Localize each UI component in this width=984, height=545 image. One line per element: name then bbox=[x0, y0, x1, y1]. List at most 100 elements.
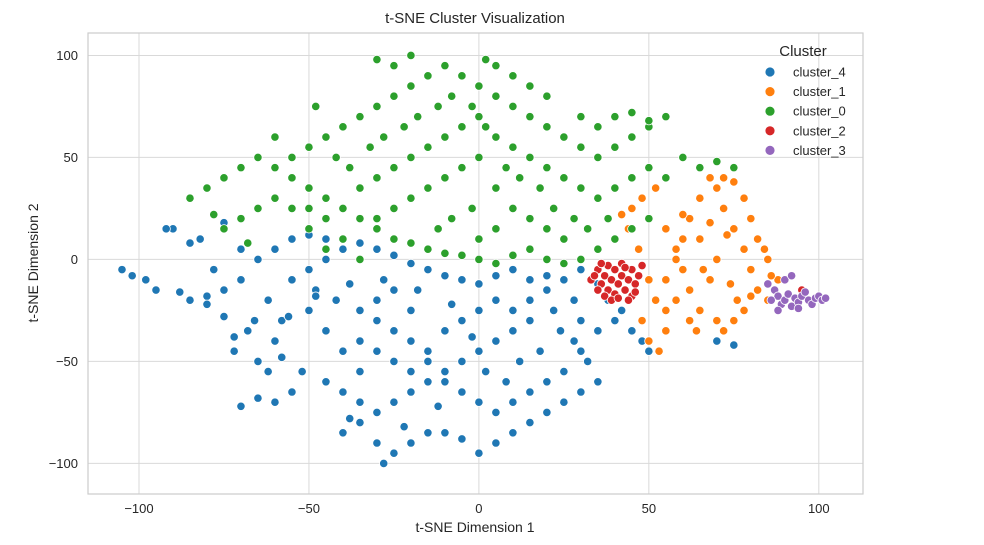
data-point bbox=[423, 377, 433, 387]
data-points bbox=[117, 50, 831, 469]
data-point bbox=[491, 132, 501, 142]
data-point bbox=[270, 336, 280, 346]
data-point bbox=[372, 295, 382, 305]
data-point bbox=[491, 91, 501, 101]
data-point bbox=[372, 101, 382, 112]
data-point bbox=[763, 254, 773, 265]
data-point bbox=[243, 238, 253, 248]
data-point bbox=[515, 173, 525, 183]
data-point bbox=[596, 258, 606, 269]
data-point bbox=[406, 238, 416, 248]
data-point bbox=[559, 258, 569, 269]
data-point bbox=[654, 346, 664, 356]
data-point bbox=[491, 438, 501, 448]
data-point bbox=[389, 397, 399, 407]
data-point bbox=[773, 291, 783, 301]
data-point bbox=[270, 397, 280, 407]
data-point bbox=[576, 346, 586, 356]
data-point bbox=[695, 305, 705, 316]
data-point bbox=[338, 428, 348, 438]
data-point bbox=[321, 234, 331, 244]
data-point bbox=[253, 356, 263, 367]
data-point bbox=[321, 244, 331, 254]
data-point bbox=[474, 305, 484, 316]
data-point bbox=[576, 316, 586, 326]
data-point bbox=[630, 279, 640, 289]
data-point bbox=[372, 346, 382, 356]
data-point bbox=[440, 132, 450, 142]
data-point bbox=[542, 377, 552, 387]
data-point bbox=[219, 224, 229, 234]
data-point bbox=[127, 271, 137, 281]
data-point bbox=[729, 340, 739, 350]
data-point bbox=[389, 250, 399, 260]
chart-title: t-SNE Cluster Visualization bbox=[385, 10, 565, 27]
data-point bbox=[406, 305, 416, 316]
data-point bbox=[627, 224, 637, 234]
data-point bbox=[331, 152, 341, 163]
x-axis-title: t-SNE Dimension 1 bbox=[415, 519, 534, 535]
data-point bbox=[253, 203, 263, 214]
data-point bbox=[491, 183, 501, 193]
data-point bbox=[691, 326, 702, 336]
data-point bbox=[698, 265, 708, 275]
data-point bbox=[389, 91, 399, 101]
data-point bbox=[610, 183, 620, 193]
series-cluster-0 bbox=[185, 50, 739, 269]
data-point bbox=[583, 356, 593, 367]
data-point bbox=[634, 271, 644, 281]
data-point bbox=[474, 397, 484, 407]
legend-items: cluster_4 cluster_1 cluster_0 cluster_2clus… bbox=[764, 65, 846, 158]
data-point bbox=[491, 61, 501, 71]
data-point bbox=[423, 346, 433, 356]
data-point bbox=[413, 285, 423, 295]
data-point bbox=[542, 285, 552, 295]
data-point bbox=[644, 346, 654, 356]
data-point bbox=[542, 271, 552, 281]
data-point bbox=[253, 393, 263, 403]
data-point bbox=[593, 244, 603, 254]
y-tick-label: 0 bbox=[71, 252, 78, 267]
data-point bbox=[355, 397, 365, 407]
data-point bbox=[202, 291, 212, 301]
data-point bbox=[474, 152, 484, 163]
data-point bbox=[406, 193, 416, 203]
legend-item: cluster_1 bbox=[764, 84, 846, 99]
data-point bbox=[576, 142, 586, 152]
data-point bbox=[637, 193, 647, 203]
data-point bbox=[593, 152, 603, 163]
legend: Cluster cluster_4 cluster_1 cluster_0clust… bbox=[764, 43, 846, 158]
data-point bbox=[270, 244, 280, 254]
data-point bbox=[644, 214, 654, 224]
data-point bbox=[729, 224, 739, 234]
data-point bbox=[355, 418, 365, 428]
data-point bbox=[508, 101, 518, 112]
legend-item: cluster_0 bbox=[764, 104, 846, 119]
data-point bbox=[559, 367, 569, 377]
data-point bbox=[651, 295, 661, 305]
data-point bbox=[406, 50, 416, 61]
data-point bbox=[739, 193, 749, 203]
data-point bbox=[304, 203, 314, 214]
data-point bbox=[719, 326, 729, 336]
data-point bbox=[185, 295, 195, 305]
data-point bbox=[457, 316, 467, 326]
data-point bbox=[780, 275, 790, 285]
data-point bbox=[185, 238, 195, 248]
data-point bbox=[508, 71, 518, 81]
x-tick-label: −100 bbox=[124, 501, 153, 516]
data-point bbox=[270, 163, 280, 173]
data-point bbox=[491, 224, 501, 234]
data-point bbox=[457, 434, 467, 444]
data-point bbox=[576, 183, 586, 193]
data-point bbox=[331, 295, 341, 305]
data-point bbox=[569, 295, 579, 305]
data-point bbox=[304, 305, 314, 316]
data-point bbox=[270, 193, 280, 203]
data-point bbox=[644, 116, 654, 126]
data-point bbox=[355, 367, 365, 377]
x-tick-label: 0 bbox=[475, 501, 482, 516]
data-point bbox=[725, 279, 736, 289]
data-point bbox=[253, 254, 263, 265]
data-point bbox=[457, 250, 467, 260]
